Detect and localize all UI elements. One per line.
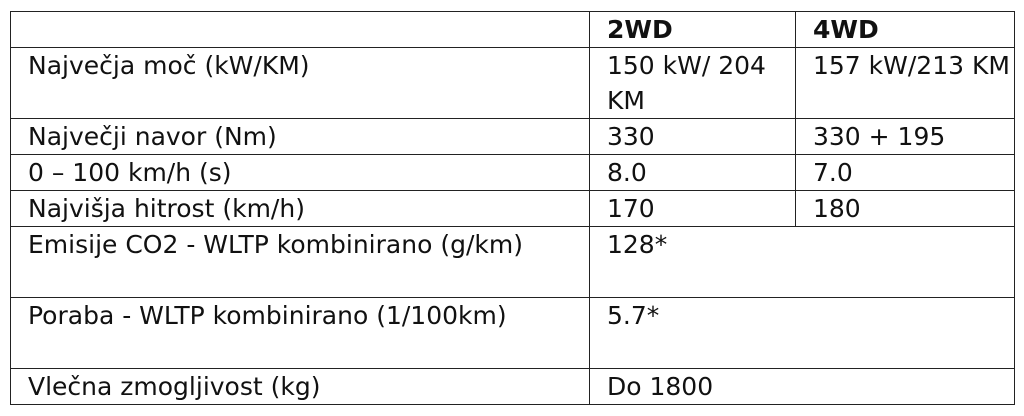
header-4wd: 4WD bbox=[795, 11, 1015, 48]
value-2wd: 8.0 bbox=[589, 154, 796, 191]
table-row: Vlečna zmogljivost (kg) Do 1800 bbox=[10, 368, 1015, 405]
value-2wd: 150 kW/ 204 KM bbox=[589, 47, 796, 119]
value-4wd: 7.0 bbox=[795, 154, 1015, 191]
value-combined: 5.7* bbox=[589, 297, 1015, 369]
row-label: Vlečna zmogljivost (kg) bbox=[10, 368, 590, 405]
row-label: Poraba - WLTP kombinirano (1/100km) bbox=[10, 297, 590, 369]
table-row: Največji navor (Nm) 330 330 + 195 bbox=[10, 118, 1015, 155]
value-2wd: 170 bbox=[589, 190, 796, 227]
row-label: Največja moč (kW/KM) bbox=[10, 47, 590, 119]
row-label: 0 – 100 km/h (s) bbox=[10, 154, 590, 191]
header-row: 2WD 4WD bbox=[10, 11, 1015, 48]
table-row: Emisije CO2 - WLTP kombinirano (g/km) 12… bbox=[10, 226, 1015, 298]
value-2wd: 330 bbox=[589, 118, 796, 155]
table-row: 0 – 100 km/h (s) 8.0 7.0 bbox=[10, 154, 1015, 191]
value-4wd: 180 bbox=[795, 190, 1015, 227]
table-row: Največja moč (kW/KM) 150 kW/ 204 KM 157 … bbox=[10, 47, 1015, 119]
row-label: Emisije CO2 - WLTP kombinirano (g/km) bbox=[10, 226, 590, 298]
row-label: Največji navor (Nm) bbox=[10, 118, 590, 155]
specs-table: 2WD 4WD Največja moč (kW/KM) 150 kW/ 204… bbox=[10, 11, 1015, 405]
row-label: Najvišja hitrost (km/h) bbox=[10, 190, 590, 227]
value-combined: 128* bbox=[589, 226, 1015, 298]
header-empty bbox=[10, 11, 590, 48]
value-4wd: 157 kW/213 KM bbox=[795, 47, 1015, 119]
header-2wd: 2WD bbox=[589, 11, 796, 48]
value-4wd: 330 + 195 bbox=[795, 118, 1015, 155]
value-combined: Do 1800 bbox=[589, 368, 1015, 405]
table-row: Poraba - WLTP kombinirano (1/100km) 5.7* bbox=[10, 297, 1015, 369]
table-row: Najvišja hitrost (km/h) 170 180 bbox=[10, 190, 1015, 227]
